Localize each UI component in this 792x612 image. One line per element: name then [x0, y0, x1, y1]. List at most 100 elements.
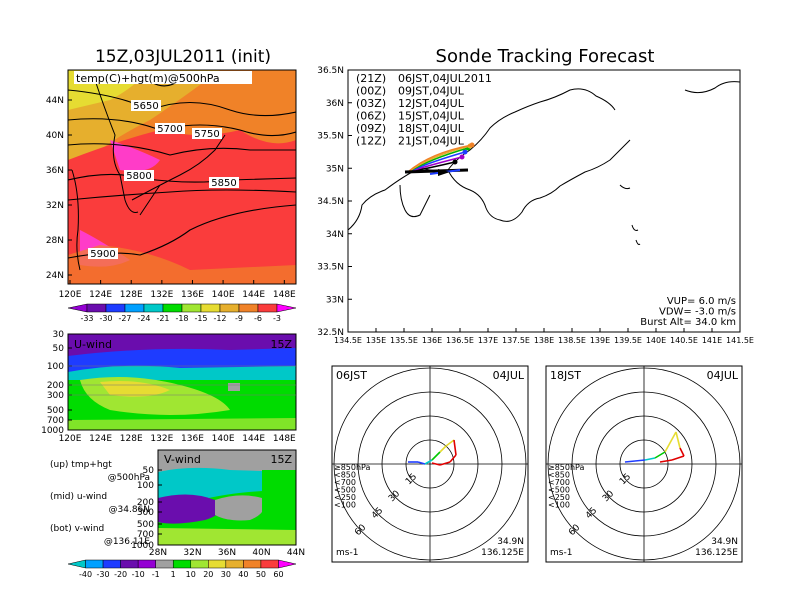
- lat-tick-label: 34.5N: [317, 197, 344, 207]
- lat-tick-label: 36.5N: [317, 66, 344, 76]
- contour-label: 5800: [126, 171, 151, 182]
- lon-tick-label: 148E: [273, 290, 296, 300]
- u-wind-label: U-wind: [74, 338, 112, 351]
- lat-tick-label: 35N: [326, 164, 344, 174]
- colorbar-swatch: [120, 559, 139, 569]
- temp-500-label: temp(C)+hgt(m)@500hPa: [76, 72, 220, 85]
- lon-tick-label: 144E: [242, 290, 265, 300]
- lat-tick-label: 40N: [46, 131, 64, 141]
- colorbar-swatch: [155, 559, 174, 569]
- legend-jst: 12JST,04JUL: [398, 97, 465, 110]
- temp-500-lat-ticks: 44N 40N 36N 32N 28N 24N: [46, 96, 72, 281]
- lon-tick-label: 132E: [150, 434, 173, 444]
- lat-tick-label: 36N: [46, 166, 64, 176]
- colorbar-label: -33: [80, 314, 93, 323]
- pressure-tick-label: 50: [143, 466, 155, 476]
- contour-label-bg: [88, 248, 118, 259]
- pressure-tick-label: 500: [137, 520, 154, 530]
- left-title: 15Z,03JUL2011 (init): [95, 47, 271, 67]
- colorbar-label: -24: [137, 314, 150, 323]
- lon-tick-label: 140E: [212, 290, 235, 300]
- hodograph-date: 04JUL: [493, 369, 525, 382]
- lon-tick-label: 141.5E: [726, 336, 754, 345]
- colorbar-label: -40: [79, 570, 92, 579]
- lat-tick-label: 36N: [218, 548, 236, 558]
- lat-tick-label: 32.5N: [317, 328, 344, 338]
- temp-colorbar: -33 -30 -27 -24 -21 -18 -15 -12 -9 -6 -3: [67, 303, 297, 323]
- legend-jst: 21JST,04JUL: [398, 135, 465, 148]
- u-wind-frame: [67, 333, 297, 431]
- colorbar-swatch: [105, 303, 126, 313]
- hodograph-ring: [381, 415, 479, 513]
- lon-tick-label: 140E: [646, 336, 666, 345]
- colorbar-label: -15: [194, 314, 207, 323]
- sonde-arrow: [438, 169, 450, 176]
- colorbar-label: 50: [256, 570, 266, 579]
- colorbar-label: -27: [118, 314, 131, 323]
- balloon-param: VDW= -3.0 m/s: [659, 307, 736, 318]
- legend-utc: (03Z): [356, 97, 386, 110]
- pressure-tick-label: 200: [137, 498, 154, 508]
- contour-label-bg: [192, 128, 222, 139]
- lon-tick-label: 140.5E: [670, 336, 698, 345]
- colorbar-swatch: [86, 303, 107, 313]
- pressure-tick-label: 300: [137, 508, 154, 518]
- sonde-tracks: [404, 142, 475, 176]
- note-line: @34.86N: [109, 505, 151, 515]
- lat-tick-label: 28N: [46, 236, 64, 246]
- v-wind-frame: [157, 449, 297, 546]
- sonde-track-line: [407, 144, 473, 173]
- hodograph-trace-segment: [453, 439, 457, 456]
- contour-label: 5900: [90, 249, 115, 260]
- balloon-param: Burst Alt= 34.0 km: [640, 317, 736, 328]
- sonde-burst-point: [462, 149, 468, 155]
- colorbar-swatch: [278, 559, 297, 569]
- colorbar-swatch: [238, 303, 259, 313]
- sonde-burst-point: [452, 159, 458, 165]
- colorbar-label: 1: [171, 570, 176, 579]
- hodograph-lon: 136.125E: [481, 548, 524, 558]
- lon-tick-label: 136.5E: [446, 336, 474, 345]
- pressure-tick-label: 700: [137, 530, 154, 540]
- hodograph-trace-segment: [424, 459, 433, 465]
- lon-tick-label: 140E: [212, 434, 235, 444]
- temp-field-hottest: [110, 140, 160, 172]
- hodograph-lat: 34.9N: [497, 537, 524, 547]
- contour-label-bg: [131, 100, 161, 111]
- hodograph-trace-segment: [624, 460, 636, 463]
- contour-label: 5650: [133, 101, 158, 112]
- colorbar-label: -21: [156, 314, 169, 323]
- colorbar-label: 10: [186, 570, 196, 579]
- lon-tick-label: 120E: [59, 434, 82, 444]
- colorbar-label: -12: [213, 314, 226, 323]
- hodograph-level-label: <700: [548, 478, 570, 487]
- lat-tick-label: 40N: [252, 548, 270, 558]
- hodograph-time: 06JST: [336, 369, 367, 382]
- pressure-tick-label: 30: [53, 330, 65, 340]
- pressure-tick-label: 100: [137, 481, 154, 491]
- contour-label: 5850: [211, 178, 236, 189]
- v-wind-label: V-wind: [164, 453, 201, 466]
- hodograph-trace-segment: [439, 445, 447, 453]
- lat-tick-label: 33.5N: [317, 263, 344, 273]
- lon-tick-label: 120E: [59, 290, 82, 300]
- coastline-honshu: [348, 88, 616, 231]
- v-wind-lat-ticks: 28N 32N 36N 40N 44N: [149, 548, 305, 558]
- colorbar-swatch: [190, 559, 209, 569]
- lon-tick-label: 136E: [422, 336, 442, 345]
- legend-jst: 15JST,04JUL: [398, 110, 465, 123]
- contour-label-bg: [124, 170, 154, 181]
- legend-utc: (21Z): [356, 72, 386, 85]
- colorbar-swatch: [219, 303, 240, 313]
- pressure-tick-label: 1000: [41, 426, 64, 436]
- lon-tick-label: 128E: [120, 434, 143, 444]
- hodograph-trace-segment: [439, 461, 451, 466]
- colorbar-swatch: [225, 559, 244, 569]
- pressure-tick-label: 300: [47, 391, 64, 401]
- colorbar-swatch: [67, 559, 86, 569]
- contour-5650: [68, 89, 296, 117]
- hodograph-level-label: <850: [548, 471, 570, 480]
- temp-500-panel: temp(C)+hgt(m)@500hPa 5650 5700 5750 5800 58…: [46, 69, 297, 300]
